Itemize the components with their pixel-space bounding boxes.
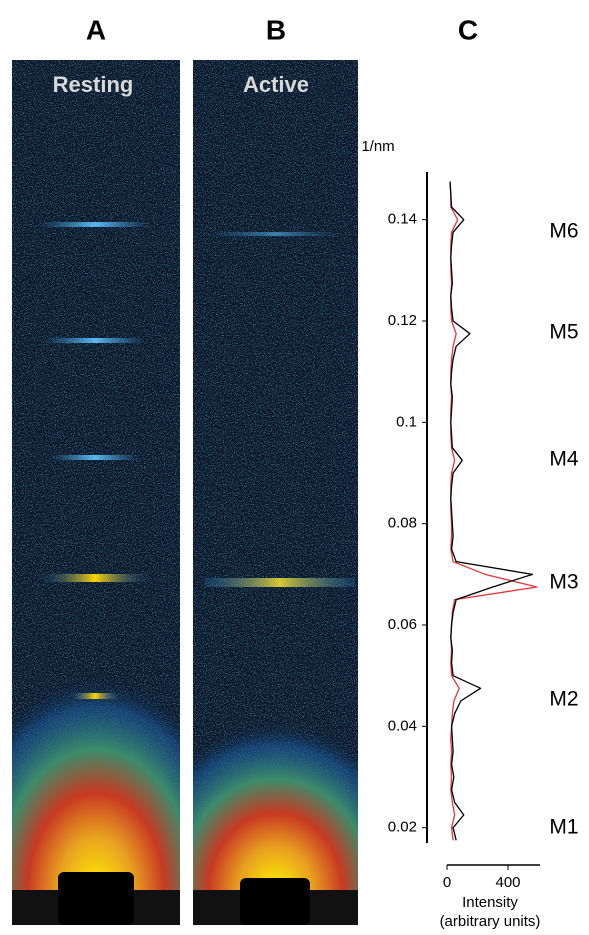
- x-axis-label: (arbitrary units): [440, 913, 541, 930]
- panel-label: B: [266, 14, 286, 45]
- reflection-label: M5: [549, 321, 578, 344]
- y-tick-label: 0.04: [388, 717, 417, 734]
- reflection-label: M4: [549, 448, 578, 471]
- image-resting: [12, 60, 180, 925]
- x-tick-label: 0: [443, 874, 451, 891]
- image-caption: Active: [243, 72, 309, 97]
- image-active: [193, 60, 358, 925]
- intensity-trace: [449, 181, 534, 841]
- y-tick-label: 0.06: [388, 616, 417, 633]
- x-tick-label: 400: [495, 874, 520, 891]
- reflection-label: M1: [549, 816, 578, 839]
- reflection-label: M6: [549, 220, 578, 243]
- x-axis-label: Intensity: [462, 894, 518, 911]
- reflection-label: M2: [549, 688, 578, 711]
- panel-label: C: [458, 14, 478, 45]
- panel-label: A: [86, 14, 106, 45]
- y-tick-label: 0.02: [388, 819, 417, 836]
- intensity-trace: [449, 181, 538, 841]
- y-tick-label: 0.08: [388, 515, 417, 532]
- y-tick-label: 0.1: [396, 413, 417, 430]
- y-axis-label: 1/nm: [361, 138, 394, 155]
- image-caption: Resting: [53, 72, 134, 97]
- y-tick-label: 0.14: [388, 211, 417, 228]
- reflection-label: M3: [549, 571, 578, 594]
- y-tick-label: 0.12: [388, 312, 417, 329]
